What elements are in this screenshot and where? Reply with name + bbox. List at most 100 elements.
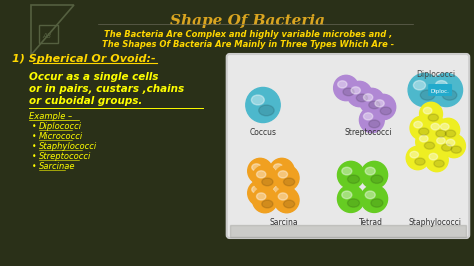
Ellipse shape xyxy=(278,171,288,178)
Ellipse shape xyxy=(428,114,438,121)
Text: Diplococci: Diplococci xyxy=(416,70,456,79)
Ellipse shape xyxy=(420,90,435,100)
Ellipse shape xyxy=(347,81,372,107)
Text: The Bacteria Are Complex and highly variable microbes and ,: The Bacteria Are Complex and highly vari… xyxy=(104,30,392,39)
Ellipse shape xyxy=(365,167,375,175)
Ellipse shape xyxy=(406,146,429,170)
Text: Sarcinae: Sarcinae xyxy=(38,162,75,171)
Ellipse shape xyxy=(446,139,455,146)
Ellipse shape xyxy=(283,200,295,208)
Text: Tetrad: Tetrad xyxy=(359,218,383,227)
Ellipse shape xyxy=(369,101,380,109)
Ellipse shape xyxy=(415,158,425,165)
Ellipse shape xyxy=(248,180,273,206)
Text: or in pairs, custars ,chains: or in pairs, custars ,chains xyxy=(29,84,184,94)
Ellipse shape xyxy=(436,130,446,137)
Ellipse shape xyxy=(342,191,352,199)
FancyBboxPatch shape xyxy=(428,84,452,96)
Ellipse shape xyxy=(252,164,261,171)
Ellipse shape xyxy=(431,123,439,130)
Ellipse shape xyxy=(364,94,373,101)
Text: Streptococci: Streptococci xyxy=(38,152,91,161)
Text: The Shapes Of Bacteria Are Mainly in Three Types Which Are -: The Shapes Of Bacteria Are Mainly in Thr… xyxy=(101,40,394,49)
Text: Micrococci: Micrococci xyxy=(38,132,83,141)
Ellipse shape xyxy=(410,151,419,158)
Ellipse shape xyxy=(369,120,380,128)
Ellipse shape xyxy=(380,107,392,115)
FancyBboxPatch shape xyxy=(227,54,469,238)
Ellipse shape xyxy=(347,175,359,183)
Ellipse shape xyxy=(248,158,273,184)
Ellipse shape xyxy=(359,88,384,114)
Ellipse shape xyxy=(251,95,264,105)
Ellipse shape xyxy=(427,118,450,142)
Ellipse shape xyxy=(371,199,383,207)
Ellipse shape xyxy=(262,200,273,208)
Ellipse shape xyxy=(257,171,268,179)
Ellipse shape xyxy=(442,144,452,151)
Ellipse shape xyxy=(343,88,354,96)
Ellipse shape xyxy=(337,185,364,213)
Ellipse shape xyxy=(337,161,364,189)
Ellipse shape xyxy=(371,175,383,183)
Ellipse shape xyxy=(371,94,396,120)
Text: •: • xyxy=(32,122,36,131)
Ellipse shape xyxy=(430,73,463,107)
Ellipse shape xyxy=(364,113,373,120)
Ellipse shape xyxy=(269,158,294,184)
Ellipse shape xyxy=(246,88,280,123)
Text: Streptococci: Streptococci xyxy=(344,128,392,137)
Ellipse shape xyxy=(269,180,294,206)
Ellipse shape xyxy=(443,134,465,158)
Text: A3: A3 xyxy=(43,33,52,39)
Ellipse shape xyxy=(347,199,359,207)
Ellipse shape xyxy=(419,102,443,126)
Ellipse shape xyxy=(437,118,460,142)
Text: Diplococci: Diplococci xyxy=(38,122,82,131)
Text: Diploc.: Diploc. xyxy=(430,89,449,94)
Ellipse shape xyxy=(283,178,295,186)
Ellipse shape xyxy=(361,161,388,189)
Ellipse shape xyxy=(433,132,456,156)
Ellipse shape xyxy=(416,130,438,154)
Ellipse shape xyxy=(273,186,283,193)
Ellipse shape xyxy=(410,116,433,140)
Ellipse shape xyxy=(424,142,435,149)
Ellipse shape xyxy=(337,81,347,88)
Ellipse shape xyxy=(375,100,384,107)
Ellipse shape xyxy=(273,164,283,171)
Ellipse shape xyxy=(425,148,448,172)
Ellipse shape xyxy=(278,193,288,200)
Ellipse shape xyxy=(440,123,449,130)
Ellipse shape xyxy=(259,105,274,116)
Ellipse shape xyxy=(257,193,268,201)
Ellipse shape xyxy=(437,137,445,144)
Bar xyxy=(229,225,466,237)
Ellipse shape xyxy=(253,188,277,213)
Text: •: • xyxy=(32,132,36,141)
Ellipse shape xyxy=(279,171,290,179)
Ellipse shape xyxy=(423,107,432,114)
Ellipse shape xyxy=(351,87,360,94)
Text: 1) Spherical Or Ovoid:-: 1) Spherical Or Ovoid:- xyxy=(12,54,155,64)
Ellipse shape xyxy=(414,121,422,128)
Ellipse shape xyxy=(253,165,277,191)
Ellipse shape xyxy=(419,128,429,135)
Text: Staphylococci: Staphylococci xyxy=(409,218,461,227)
Ellipse shape xyxy=(356,94,367,102)
Text: Example –: Example – xyxy=(29,112,73,121)
Ellipse shape xyxy=(342,167,352,175)
Ellipse shape xyxy=(359,107,384,133)
Ellipse shape xyxy=(435,81,447,90)
Text: •: • xyxy=(32,162,36,171)
Text: •: • xyxy=(32,152,36,161)
Ellipse shape xyxy=(429,153,438,160)
Text: Sarcina: Sarcina xyxy=(269,218,298,227)
Ellipse shape xyxy=(279,193,290,201)
Ellipse shape xyxy=(365,191,375,199)
Ellipse shape xyxy=(262,178,273,186)
Text: •: • xyxy=(32,142,36,151)
Ellipse shape xyxy=(451,146,461,153)
Ellipse shape xyxy=(334,75,358,101)
Text: Occur as a single cells: Occur as a single cells xyxy=(29,72,158,82)
